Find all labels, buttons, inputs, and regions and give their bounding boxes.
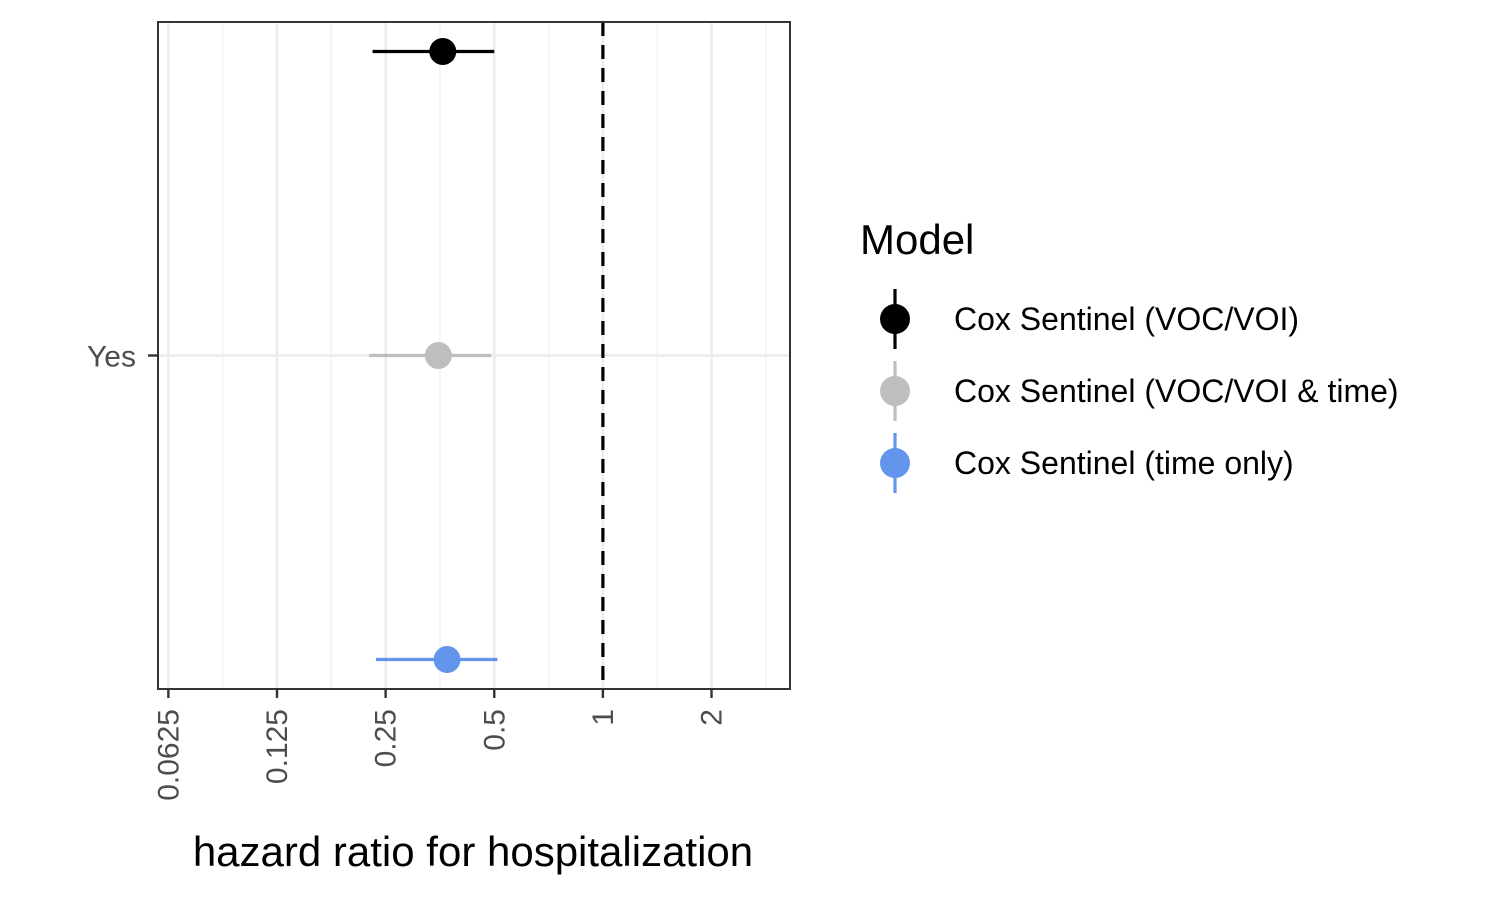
legend-label: Cox Sentinel (time only) (954, 445, 1294, 481)
x-tick-label: 0.125 (261, 709, 294, 784)
axes: 0.0625 0.125 0.25 0.5 1 2 Yes (87, 341, 728, 801)
x-tick-label: 0.5 (478, 709, 511, 751)
series-group (369, 38, 498, 673)
point-estimate (433, 646, 461, 673)
x-axis-title: hazard ratio for hospitalization (193, 828, 753, 875)
legend-key-point (880, 448, 910, 478)
legend-label: Cox Sentinel (VOC/VOI) (954, 301, 1299, 337)
point-estimate (424, 342, 452, 369)
x-tick-label: 0.0625 (152, 709, 185, 801)
legend-key-point (880, 376, 910, 406)
legend-key-point (880, 304, 910, 334)
x-tick-label: 1 (587, 709, 620, 726)
legend-title: Model (860, 216, 974, 263)
point-estimate (429, 38, 457, 65)
x-tick-label: 2 (696, 709, 729, 726)
y-tick-label: Yes (87, 341, 136, 374)
legend: Model Cox Sentinel (VOC/VOI) Cox Sentinel… (860, 216, 1399, 493)
legend-label: Cox Sentinel (VOC/VOI & time) (954, 373, 1399, 409)
x-tick-label: 0.25 (370, 709, 403, 767)
